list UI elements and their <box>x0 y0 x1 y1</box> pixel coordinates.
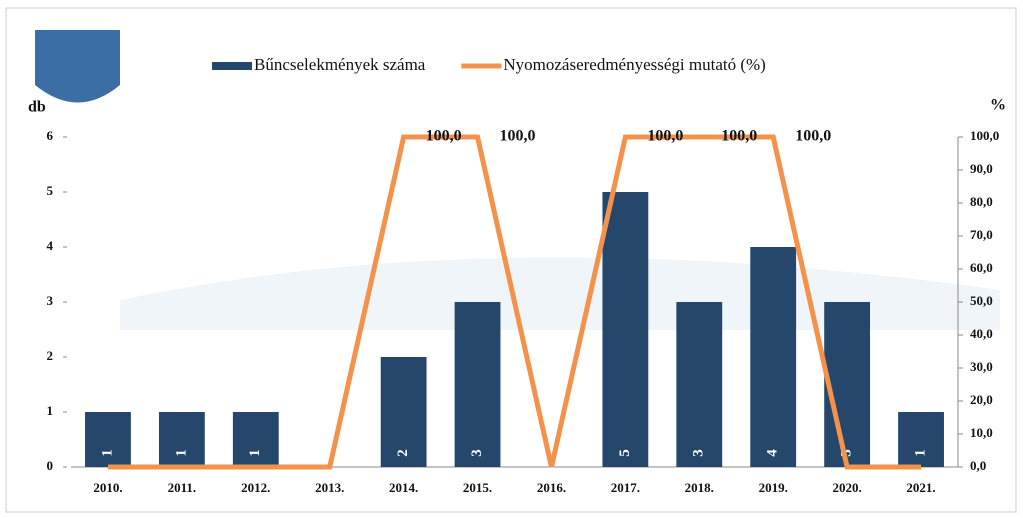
y2-tick-label: 40,0 <box>970 326 993 341</box>
bar <box>676 302 722 467</box>
chart: db % 01234560,010,020,030,040,050,060,07… <box>0 0 1023 518</box>
bar-value-label: 1 <box>173 449 189 457</box>
x-tick-label: 2014. <box>389 480 418 495</box>
y2-tick-label: 90,0 <box>970 161 993 176</box>
logo <box>35 30 120 103</box>
y-tick-label: 5 <box>47 183 54 198</box>
y2-tick-label: 20,0 <box>970 392 993 407</box>
bar-value-label: 3 <box>691 449 707 457</box>
bar-value-label: 3 <box>469 449 485 457</box>
y-tick-label: 4 <box>47 238 54 253</box>
x-tick-label: 2017. <box>611 480 640 495</box>
y2-tick-label: 70,0 <box>970 227 993 242</box>
bar-value-label: 1 <box>99 449 115 457</box>
legend-label: Nyomozáseredményességi mutató (%) <box>503 55 765 74</box>
y2-tick-label: 30,0 <box>970 359 993 374</box>
y-tick-label: 1 <box>47 403 54 418</box>
legend-label: Bűncselekmények száma <box>254 55 426 74</box>
x-tick-label: 2019. <box>759 480 788 495</box>
x-tick-label: 2021. <box>906 480 935 495</box>
bar <box>159 412 205 467</box>
y2-tick-label: 50,0 <box>970 293 993 308</box>
y-tick-label: 3 <box>47 293 54 308</box>
x-tick-label: 2013. <box>315 480 344 495</box>
bar-value-label: 2 <box>395 449 411 457</box>
y2-tick-label: 80,0 <box>970 194 993 209</box>
line-value-label: 100,0 <box>647 128 683 145</box>
x-tick-label: 2018. <box>685 480 714 495</box>
line-value-label: 100,0 <box>426 128 462 145</box>
bar <box>750 247 796 467</box>
x-tick-label: 2010. <box>93 480 122 495</box>
line-value-label: 100,0 <box>795 128 831 145</box>
y2-tick-label: 100,0 <box>970 128 999 143</box>
page: db % 01234560,010,020,030,040,050,060,07… <box>0 0 1023 518</box>
bar-value-label: 1 <box>912 449 928 457</box>
y2-tick-label: 0,0 <box>970 458 986 473</box>
y2-tick-label: 60,0 <box>970 260 993 275</box>
line-value-label: 100,0 <box>721 128 757 145</box>
bar-value-label: 5 <box>617 449 633 457</box>
x-tick-label: 2016. <box>537 480 566 495</box>
line-value-label: 100,0 <box>500 128 536 145</box>
bar <box>85 412 131 467</box>
bar <box>455 302 501 467</box>
legend-swatch <box>212 62 252 70</box>
y-tick-label: 2 <box>47 348 54 363</box>
bar-value-label: 1 <box>247 449 263 457</box>
y2-axis-label: % <box>990 97 1006 114</box>
x-tick-label: 2020. <box>833 480 862 495</box>
y-tick-label: 0 <box>47 458 54 473</box>
y2-tick-label: 10,0 <box>970 425 993 440</box>
bar-value-label: 4 <box>765 449 781 457</box>
bar <box>233 412 279 467</box>
x-tick-label: 2012. <box>241 480 270 495</box>
bar <box>602 192 648 467</box>
y-tick-label: 6 <box>47 128 54 143</box>
bar <box>898 412 944 467</box>
x-tick-label: 2015. <box>463 480 492 495</box>
y-axis-label: db <box>28 99 46 116</box>
x-tick-label: 2011. <box>168 480 197 495</box>
